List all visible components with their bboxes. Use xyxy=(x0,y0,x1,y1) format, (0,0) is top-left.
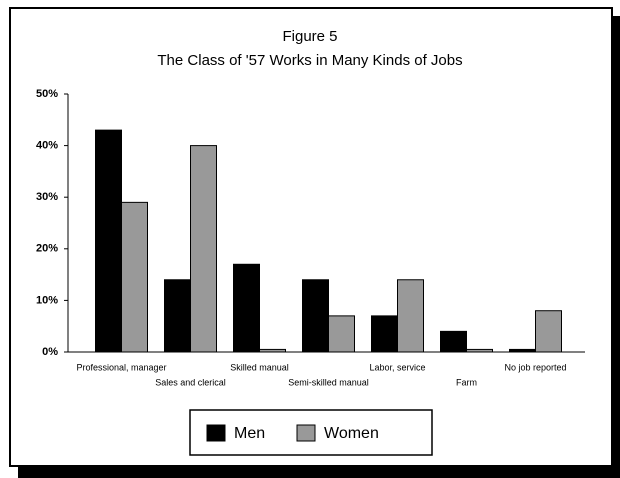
legend-label: Men xyxy=(234,425,265,442)
y-tick-label: 30% xyxy=(36,191,58,203)
x-tick-label: Professional, manager xyxy=(76,362,166,372)
legend-label: Women xyxy=(324,425,379,442)
y-tick-label: 10% xyxy=(36,294,58,306)
bar xyxy=(535,310,562,353)
bar xyxy=(509,348,536,353)
bar xyxy=(95,129,122,353)
x-tick-label: Farm xyxy=(456,377,477,387)
x-tick-label: Labor, service xyxy=(369,362,425,372)
legend-swatch xyxy=(296,424,316,442)
y-tick-label: 50% xyxy=(36,88,58,100)
chart-title: Figure 5 xyxy=(282,28,337,45)
y-tick-label: 0% xyxy=(42,346,58,358)
chart-subtitle: The Class of '57 Works in Many Kinds of … xyxy=(157,52,462,69)
legend-swatch xyxy=(206,424,226,442)
bar xyxy=(259,348,286,353)
bar xyxy=(190,145,217,353)
bar xyxy=(371,315,398,353)
bar xyxy=(397,279,424,353)
x-tick-label: Semi-skilled manual xyxy=(288,377,369,387)
x-tick-label: Skilled manual xyxy=(230,362,289,372)
bar xyxy=(440,330,467,353)
bar xyxy=(233,263,260,353)
x-tick-label: Sales and clerical xyxy=(155,377,226,387)
bar xyxy=(302,279,329,353)
bar xyxy=(466,348,493,353)
bar xyxy=(328,315,355,353)
y-tick-label: 40% xyxy=(36,140,58,152)
x-tick-label: No job reported xyxy=(504,362,566,372)
bar xyxy=(164,279,191,353)
bar xyxy=(121,201,148,353)
y-tick-label: 20% xyxy=(36,243,58,255)
